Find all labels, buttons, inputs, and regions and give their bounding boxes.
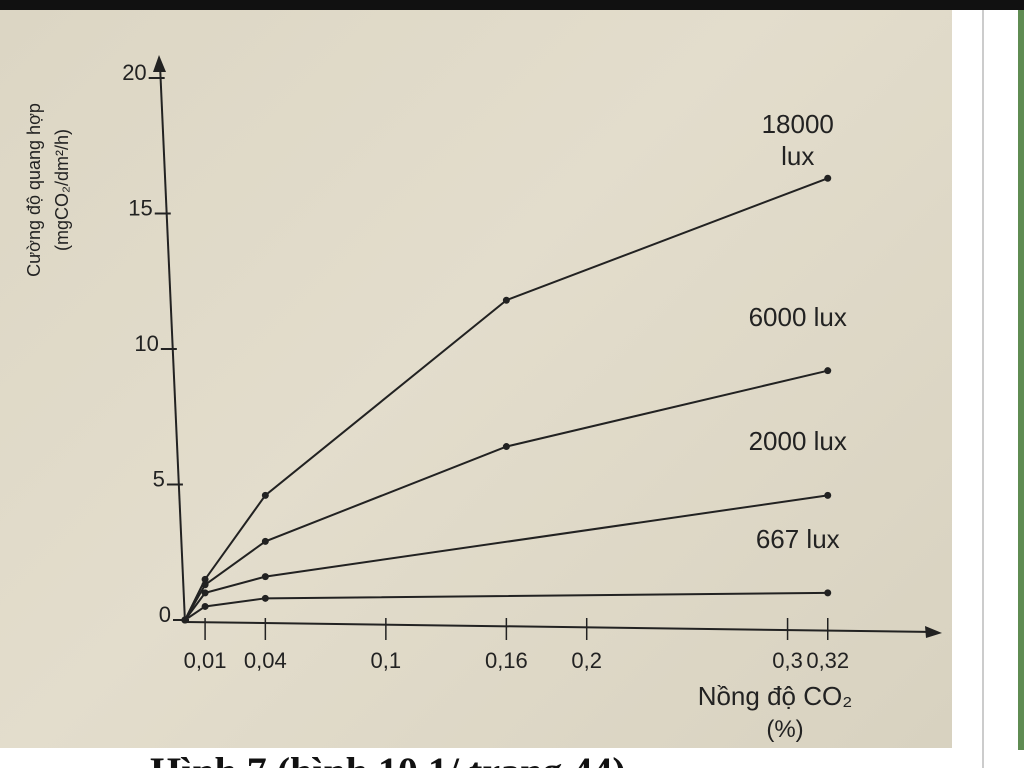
series-label: 6000 lux <box>748 301 847 332</box>
y-axis <box>159 64 186 623</box>
data-point <box>824 491 832 499</box>
series-label: 2000 lux <box>748 426 847 457</box>
y-axis-label: Cường độ quang hợp <box>24 103 44 277</box>
x-tick-label: 0,01 <box>184 648 227 673</box>
series-line <box>184 369 828 621</box>
divider <box>982 10 984 768</box>
series-line <box>184 494 828 621</box>
data-point <box>261 537 269 545</box>
data-point <box>261 573 269 581</box>
series-line <box>184 591 828 621</box>
data-point <box>261 491 269 499</box>
x-axis <box>184 621 936 633</box>
x-tick-label: 0,04 <box>244 648 287 673</box>
x-axis-label: Nồng độ CO₂ <box>698 681 853 711</box>
y-tick-label: 10 <box>134 331 158 356</box>
y-tick-label: 15 <box>128 196 152 221</box>
x-axis-label: (%) <box>766 716 803 743</box>
data-point <box>201 602 209 610</box>
side-image <box>1018 10 1024 750</box>
series-label: 667 lux <box>755 523 840 554</box>
x-tick-label: 0,32 <box>806 648 849 673</box>
y-tick-label: 20 <box>122 60 146 85</box>
x-tick-label: 0,16 <box>485 648 528 673</box>
caption: Hình 7 (hình 10.1/ trang 44) <box>150 748 626 768</box>
data-point <box>201 589 209 597</box>
series-line <box>184 177 829 621</box>
data-point <box>502 443 510 451</box>
y-arrow <box>153 55 166 72</box>
data-point <box>824 367 832 375</box>
y-tick-label: 0 <box>159 602 171 627</box>
x-tick-label: 0,3 <box>772 648 803 673</box>
data-point <box>502 296 510 304</box>
data-point <box>261 594 269 602</box>
data-point <box>201 575 209 583</box>
y-tick-label: 5 <box>153 467 165 492</box>
x-tick-label: 0,1 <box>371 648 402 673</box>
x-tick-label: 0,2 <box>571 648 602 673</box>
data-point <box>201 581 209 589</box>
y-axis-label: (mgCO₂/dm²/h) <box>52 129 72 251</box>
data-point <box>824 589 832 597</box>
data-point <box>181 616 189 624</box>
data-point <box>824 174 832 182</box>
x-arrow <box>925 626 942 638</box>
series-label: 18000 lux <box>761 109 834 172</box>
top-bar <box>0 0 1024 10</box>
